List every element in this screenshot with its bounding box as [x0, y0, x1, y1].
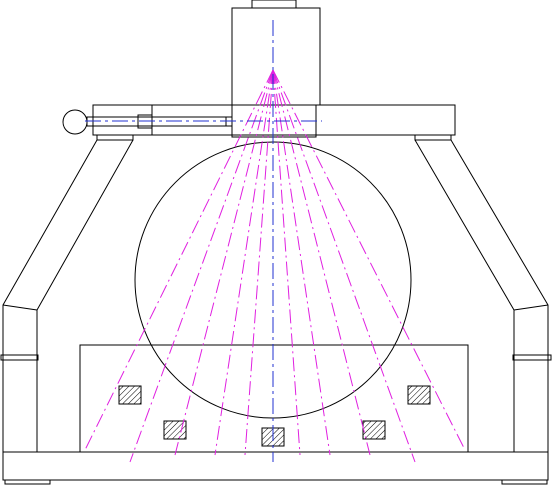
beam [92, 104, 456, 136]
block [163, 420, 187, 440]
axes [85, 20, 322, 462]
foot [501, 479, 548, 485]
rays [84, 69, 466, 463]
foot [4, 479, 51, 485]
left-leg [2, 304, 38, 311]
ray [129, 69, 274, 463]
pad [96, 134, 134, 141]
left-band [0, 354, 39, 361]
left-leg [2, 139, 98, 452]
ray [272, 69, 466, 451]
beam-block [151, 104, 233, 136]
ray [272, 69, 301, 456]
ray [84, 69, 274, 451]
ray [272, 69, 331, 456]
ray [272, 69, 371, 456]
block [407, 385, 431, 405]
top-box [231, 7, 321, 106]
ray [244, 69, 274, 456]
top-cap [251, 0, 297, 9]
right-band [512, 354, 552, 361]
left-leg [36, 139, 134, 452]
pad [414, 134, 452, 141]
ray [272, 69, 416, 463]
base-plate [2, 451, 549, 481]
right-leg [414, 139, 515, 452]
block [118, 385, 142, 405]
block [362, 420, 386, 440]
right-leg [513, 304, 549, 311]
ray [214, 69, 274, 456]
ray [174, 69, 274, 456]
right-leg [450, 139, 549, 452]
handwheel [62, 109, 88, 135]
